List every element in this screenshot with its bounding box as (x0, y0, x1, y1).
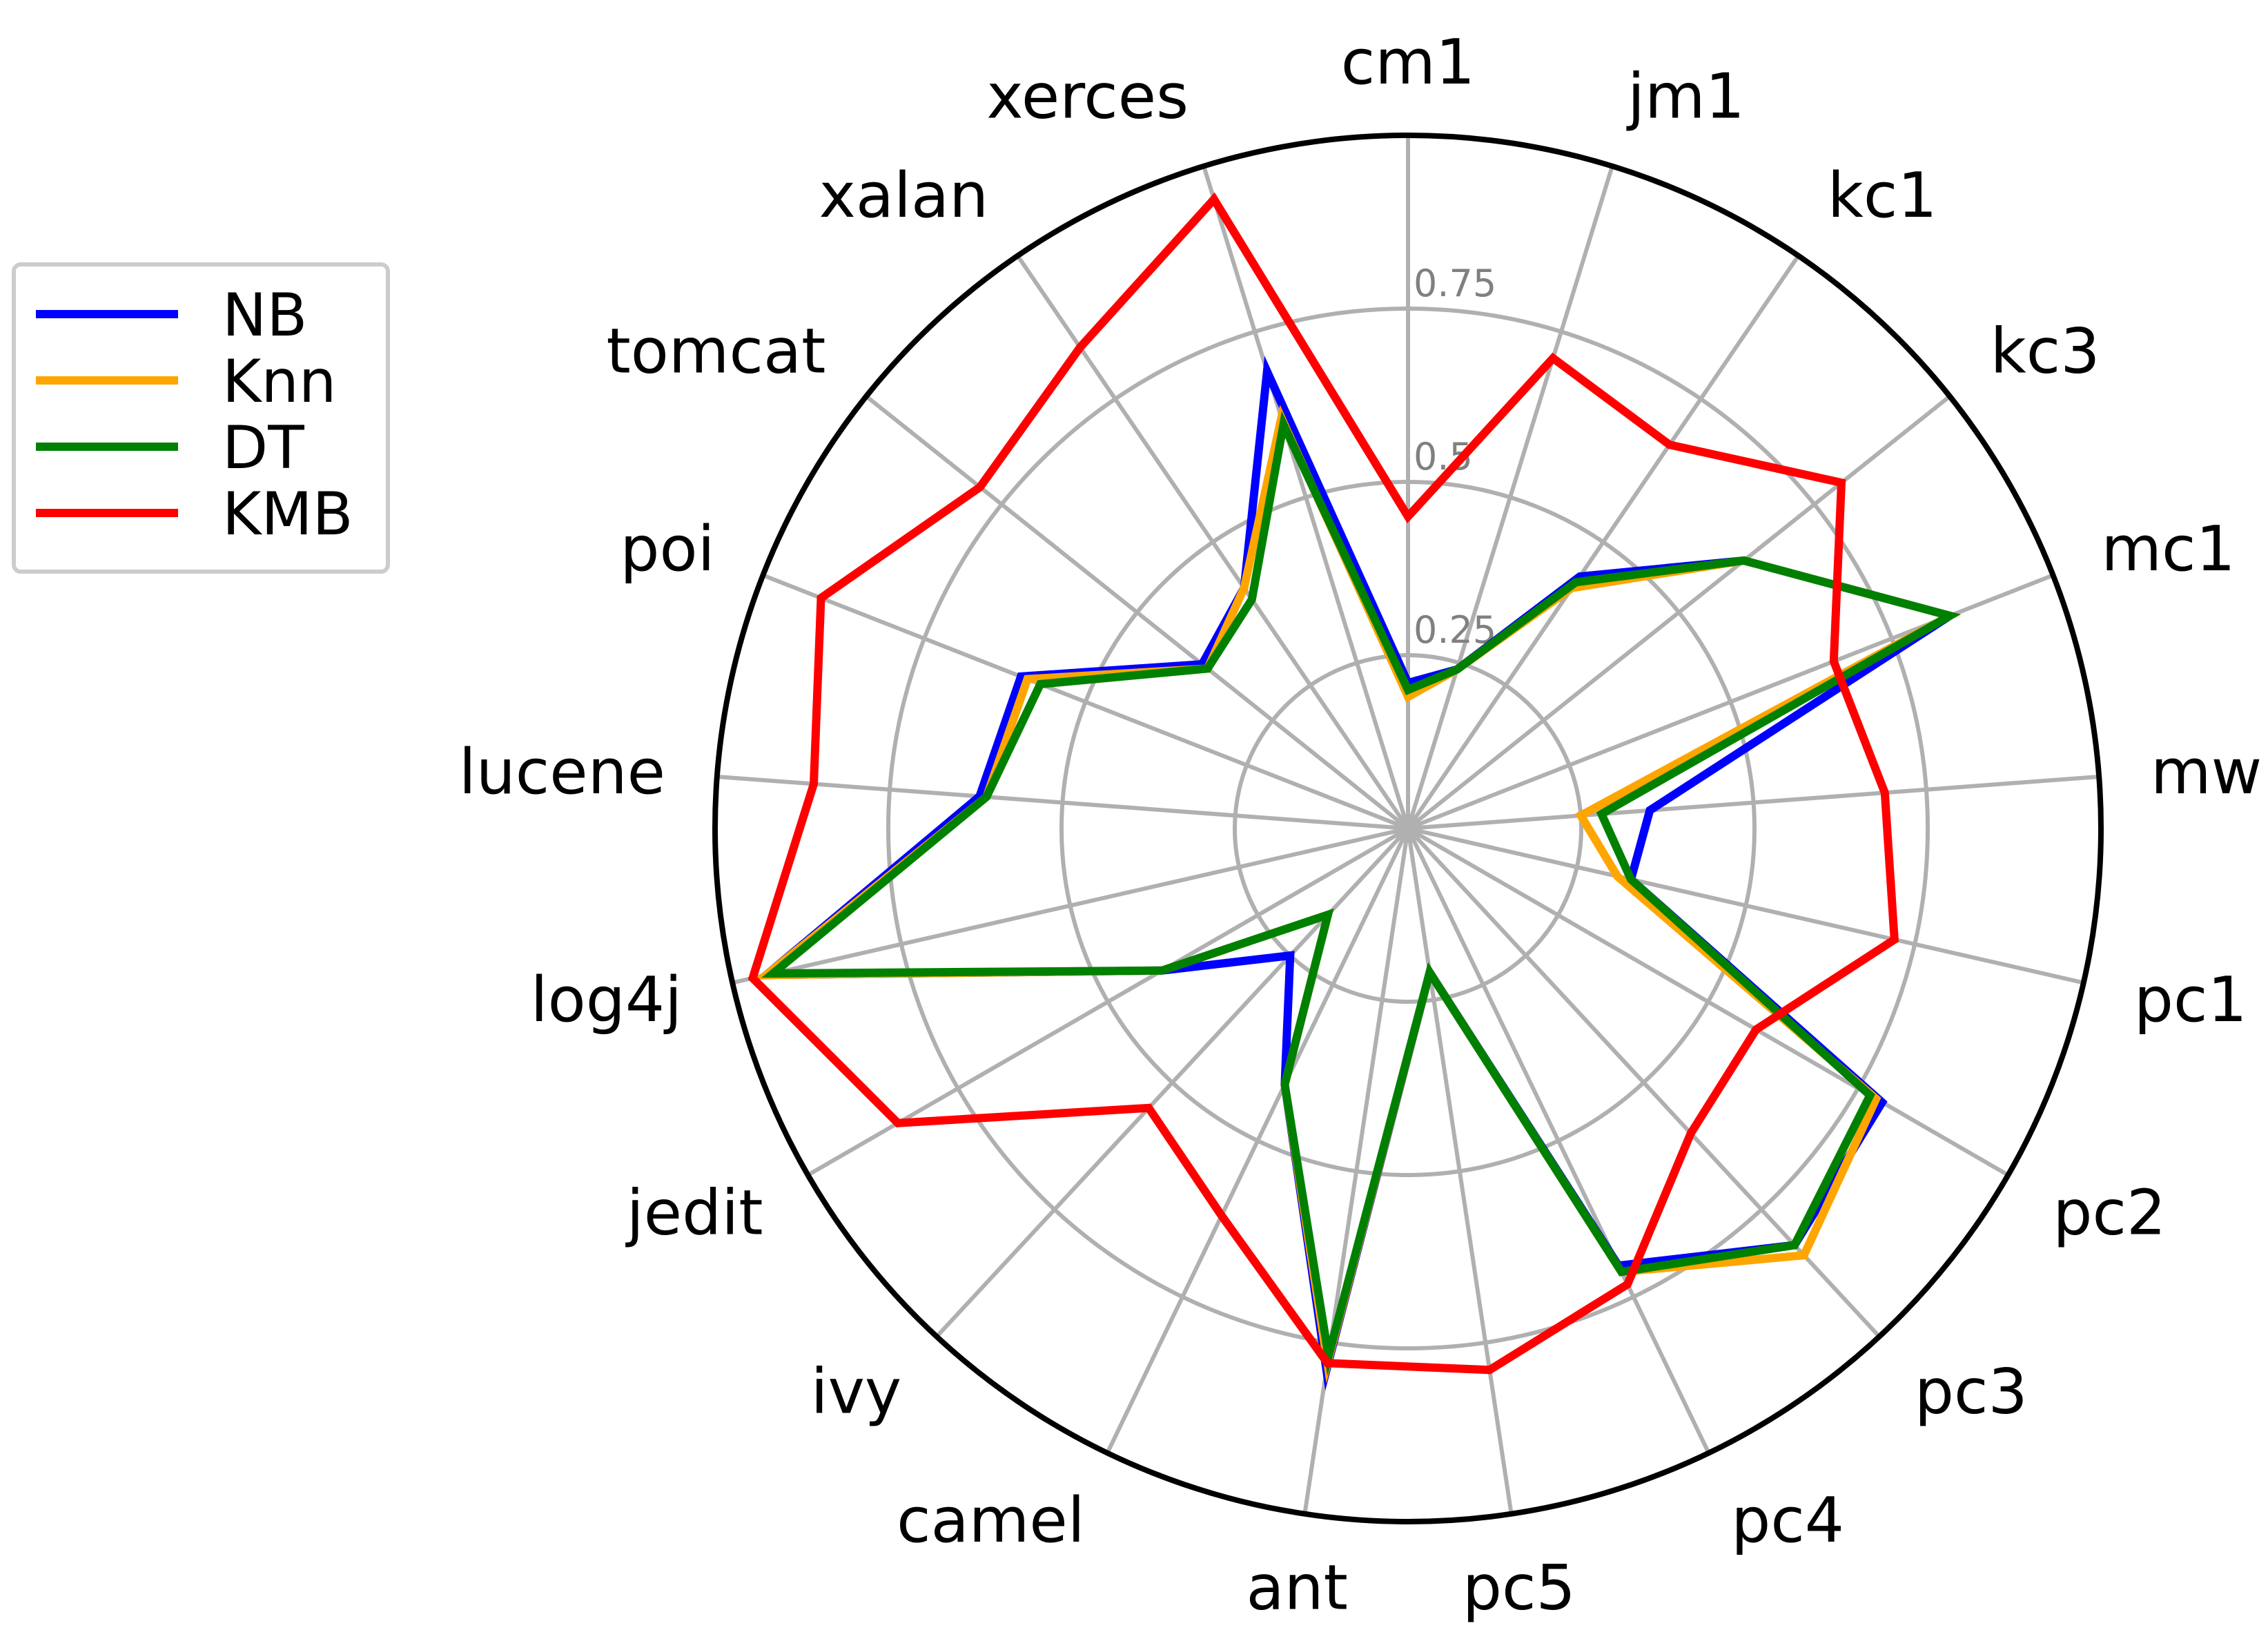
axis-label-ivy: ivy (811, 1355, 902, 1428)
data-series (747, 192, 1962, 1391)
grid-spoke-ant (1302, 828, 1410, 1515)
grid-spoke-jedit (807, 826, 1409, 1177)
axis-label-pc3: pc3 (1915, 1355, 2028, 1428)
legend-label-dt: DT (222, 414, 304, 483)
grid-spoke-mw1 (1407, 774, 2100, 831)
legend-label-kmb: KMB (222, 480, 353, 549)
axis-label-poi: poi (620, 513, 714, 585)
legend-label-knn: Knn (222, 347, 336, 416)
axis-label-xerces: xerces (986, 60, 1189, 133)
axis-label-xalan: xalan (819, 159, 989, 232)
axis-label-tomcat: tomcat (606, 315, 825, 387)
axis-label-lucene: lucene (459, 736, 665, 808)
axis-labels: cm1 jm1 kc1 kc3 mc1 mw1 pc1 pc2 pc3 pc4 pc5 ant came… (459, 26, 2268, 1625)
axis-label-jm1: jm1 (1626, 60, 1745, 133)
outer-circle-group (712, 133, 2104, 1524)
grid-spoke-tomcat (865, 394, 1409, 831)
series-line-dt (761, 411, 1961, 1377)
axis-label-mw1: mw1 (2151, 736, 2268, 808)
axis-label-pc2: pc2 (2053, 1177, 2166, 1250)
axis-label-pc5: pc5 (1463, 1552, 1576, 1625)
legend-label-nb: NB (222, 281, 307, 350)
grid-spoke-jm1 (1406, 165, 1614, 829)
grid-spoke-ivy (935, 826, 1410, 1339)
ring-tick-labels: 0.250.50.75 (1414, 262, 1496, 652)
legend-box (12, 262, 390, 574)
axis-label-ant: ant (1246, 1552, 1347, 1625)
grid-spoke-pc2 (1407, 826, 2009, 1177)
grid-spoke-camel (1105, 827, 1410, 1454)
grid-spoke-poi (762, 573, 1409, 831)
grid-spoke-log4j (732, 826, 1409, 985)
axis-label-pc1: pc1 (2134, 964, 2247, 1036)
radar-grid (716, 135, 2100, 1515)
axis-label-mc1: mc1 (2101, 513, 2235, 585)
ring-tick-label-0: 0.25 (1414, 608, 1496, 652)
axis-label-jedit: jedit (625, 1177, 763, 1250)
axis-label-cm1: cm1 (1341, 26, 1475, 99)
grid-spoke-pc4 (1406, 827, 1711, 1454)
axis-label-pc4: pc4 (1731, 1484, 1844, 1557)
grid-spoke-xalan (1015, 254, 1410, 830)
axis-label-camel: camel (897, 1484, 1085, 1557)
grid-spoke-pc5 (1406, 828, 1514, 1515)
grid-spoke-xerces (1202, 165, 1410, 829)
grid-spoke-lucene (716, 774, 1409, 831)
grid-spoke-pc1 (1407, 826, 2084, 985)
grid-spoke-kc3 (1407, 394, 1951, 831)
axis-label-kc1: kc1 (1828, 159, 1937, 232)
series-line-kmb (747, 192, 1899, 1375)
grid-spoke-kc1 (1406, 254, 1801, 830)
axis-label-kc3: kc3 (1991, 315, 2100, 387)
ring-tick-label-2: 0.75 (1414, 262, 1496, 305)
axis-label-log4j: log4j (531, 964, 682, 1036)
outer-circle (712, 133, 2104, 1524)
